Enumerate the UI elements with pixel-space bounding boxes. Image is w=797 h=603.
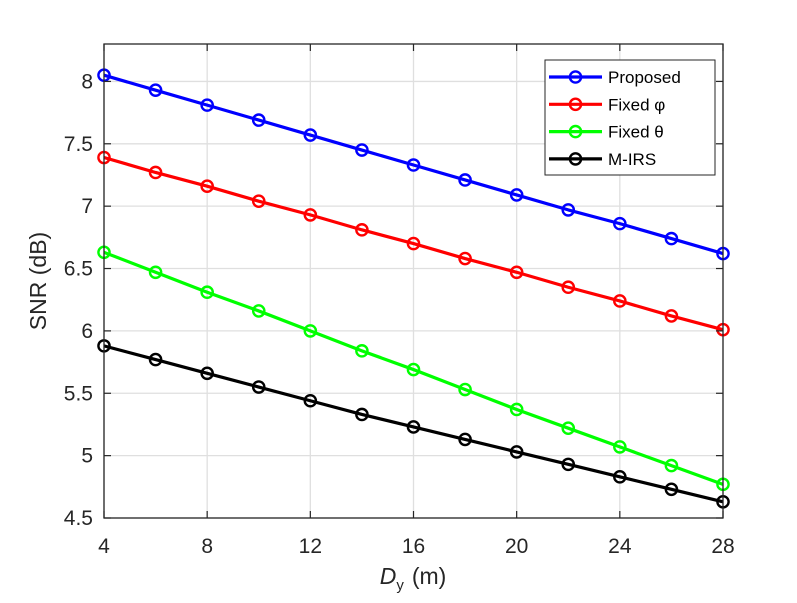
- data-point-proposed: [664, 231, 679, 246]
- data-point-m-irs: [458, 432, 472, 447]
- data-point-fixed: [613, 294, 627, 308]
- data-point-m-irs: [406, 420, 421, 434]
- data-point-fixed: [561, 421, 576, 435]
- data-point-m-irs: [200, 366, 214, 381]
- data-point-m-irs: [664, 482, 679, 497]
- data-point-fixed: [148, 165, 163, 180]
- data-point-fixed: [664, 309, 679, 323]
- data-point-proposed: [200, 98, 214, 112]
- data-point-fixed: [406, 236, 421, 251]
- data-point-m-irs: [251, 380, 266, 394]
- data-point-proposed: [303, 128, 318, 142]
- data-point-fixed: [251, 304, 266, 318]
- tick-marks: [103, 44, 724, 519]
- legend-label-proposed: Proposed: [608, 68, 681, 87]
- y-tick-label: 7: [81, 195, 93, 218]
- data-point-fixed: [200, 285, 214, 300]
- y-tick-label: 6: [81, 320, 93, 343]
- series-line-fixed: [103, 250, 724, 486]
- series-m-irs: [97, 339, 730, 509]
- y-tick-label: 8: [81, 70, 93, 93]
- data-point-fixed: [303, 208, 318, 222]
- legend-label-m-irs: M-IRS: [608, 150, 656, 169]
- legend-marker-m-irs: [568, 152, 583, 166]
- series-fixed: [97, 150, 730, 337]
- data-point-m-irs: [148, 352, 163, 367]
- legend: Proposed Fixed φ Fixed θ M-IRS: [544, 59, 716, 176]
- data-point-fixed: [561, 280, 576, 295]
- series-line-proposed: [103, 73, 724, 256]
- data-point-fixed: [613, 440, 627, 454]
- data-point-m-irs: [561, 457, 576, 472]
- x-tick-label: 20: [505, 535, 528, 558]
- data-point-fixed: [251, 194, 266, 208]
- data-point-fixed: [355, 344, 369, 358]
- data-point-fixed: [458, 251, 472, 266]
- legend-label-fixed: Fixed φ: [608, 95, 665, 114]
- data-point-proposed: [355, 143, 369, 157]
- data-point-m-irs: [613, 470, 627, 484]
- x-tick-labels: 4 8 12 16 20 24 28: [98, 535, 735, 558]
- y-tick-label: 7.5: [64, 133, 93, 156]
- x-axis-title-variable: D: [380, 563, 397, 589]
- legend-marker-fixed: [568, 124, 583, 139]
- data-point-m-irs: [355, 407, 369, 422]
- data-point-fixed: [200, 179, 214, 193]
- x-tick-label: 24: [608, 535, 632, 558]
- data-point-fixed: [355, 223, 369, 237]
- y-axis-title: SNR (dB): [25, 232, 51, 330]
- data-point-proposed: [148, 83, 163, 97]
- data-point-proposed: [406, 158, 421, 172]
- data-point-proposed: [251, 113, 266, 127]
- y-tick-label: 4.5: [64, 507, 93, 530]
- data-point-proposed: [458, 173, 472, 187]
- x-tick-label: 16: [402, 535, 425, 558]
- data-point-fixed: [406, 362, 421, 377]
- data-point-proposed: [561, 203, 576, 217]
- legend-label-fixed: Fixed θ: [608, 123, 664, 142]
- x-tick-label: 12: [299, 535, 322, 558]
- data-point-fixed: [303, 324, 318, 338]
- x-tick-label: 4: [98, 535, 110, 558]
- data-point-fixed: [664, 458, 679, 473]
- legend-box: [544, 59, 716, 176]
- series-fixed: [97, 245, 730, 492]
- legend-marker-proposed: [568, 70, 583, 84]
- data-point-fixed: [509, 402, 524, 417]
- y-tick-label: 6.5: [64, 258, 93, 281]
- x-axis-title-unit: (m): [412, 563, 446, 589]
- series-line-m-irs: [103, 344, 724, 504]
- x-tick-label: 28: [711, 535, 734, 558]
- series-line-fixed: [103, 155, 724, 332]
- data-point-fixed: [458, 382, 472, 397]
- x-tick-label: 8: [201, 535, 213, 558]
- y-tick-label: 5.5: [64, 382, 93, 405]
- x-axis-title-subscript: y: [396, 577, 404, 594]
- y-tick-labels: 4.5 5 5.5 6 6.5 7 7.5 8: [64, 70, 93, 530]
- data-point-fixed: [148, 265, 163, 280]
- legend-marker-fixed: [568, 97, 583, 112]
- data-point-proposed: [509, 188, 524, 202]
- data-point-m-irs: [509, 445, 524, 459]
- y-tick-label: 5: [81, 445, 93, 468]
- data-point-proposed: [613, 216, 627, 231]
- data-point-fixed: [509, 265, 524, 280]
- data-point-m-irs: [303, 393, 318, 408]
- x-axis-title: Dy (m): [380, 563, 447, 594]
